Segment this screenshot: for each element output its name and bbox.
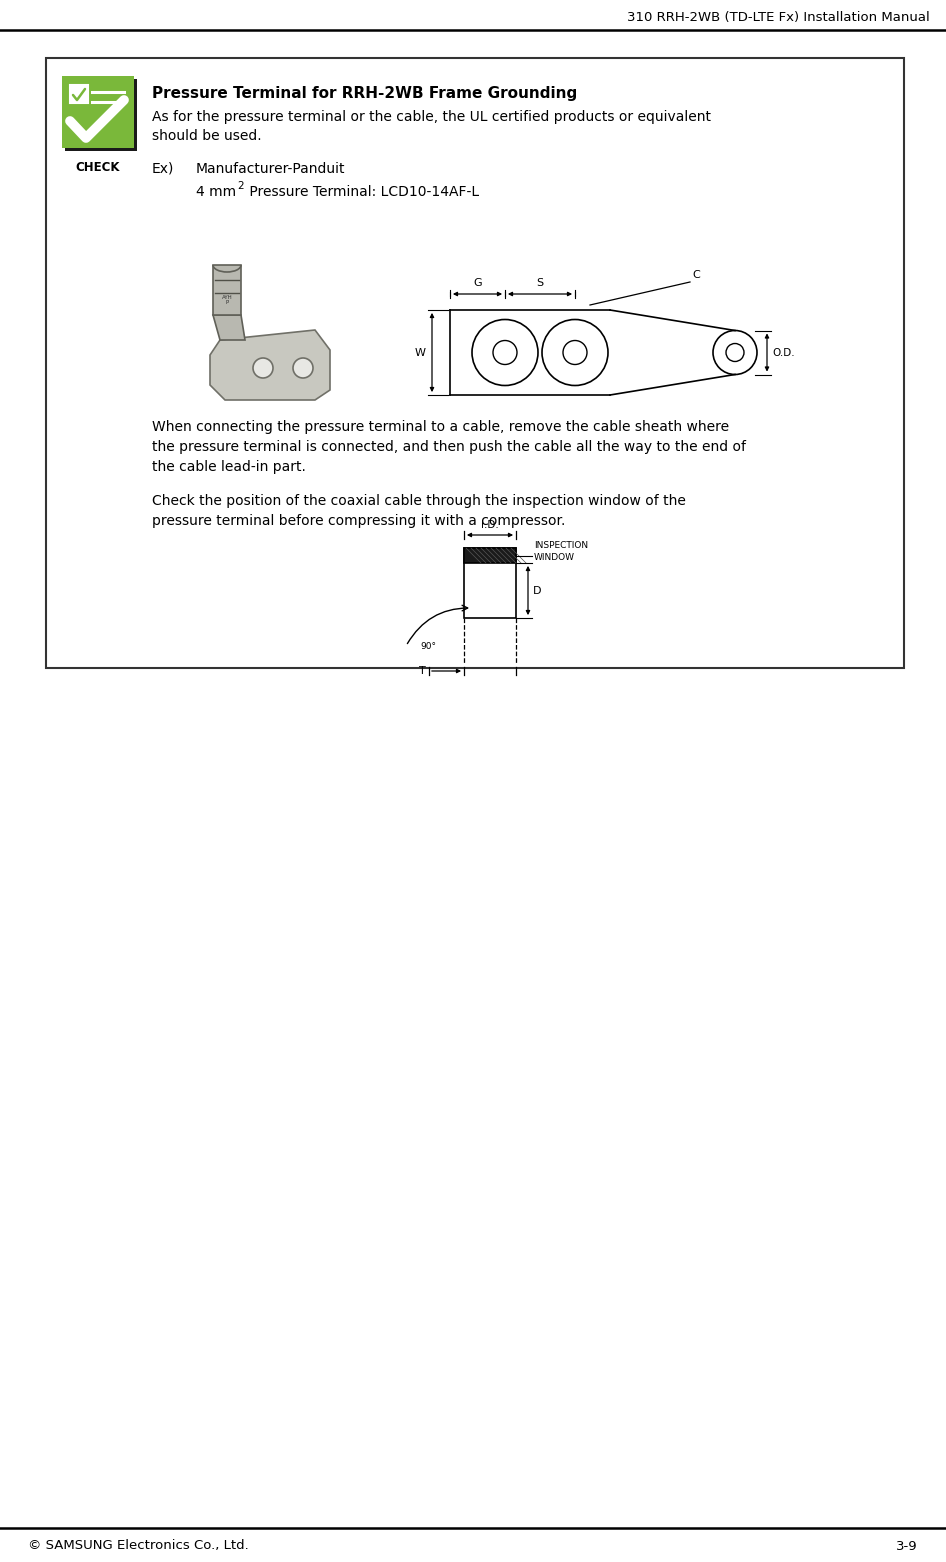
Text: the pressure terminal is connected, and then push the cable all the way to the e: the pressure terminal is connected, and … xyxy=(152,440,746,455)
Text: 3-9: 3-9 xyxy=(897,1540,918,1553)
Text: G: G xyxy=(473,278,482,287)
Text: W: W xyxy=(415,347,426,358)
Text: 310 RRH-2WB (TD-LTE Fx) Installation Manual: 310 RRH-2WB (TD-LTE Fx) Installation Man… xyxy=(627,11,930,23)
Bar xyxy=(46,58,904,669)
Text: INSPECTION
WINDOW: INSPECTION WINDOW xyxy=(534,542,588,562)
Polygon shape xyxy=(213,316,245,341)
Circle shape xyxy=(713,331,757,375)
Circle shape xyxy=(293,358,313,378)
Bar xyxy=(65,80,137,152)
Text: Check the position of the coaxial cable through the inspection window of the: Check the position of the coaxial cable … xyxy=(152,494,686,508)
Text: I.D.: I.D. xyxy=(482,520,499,530)
Circle shape xyxy=(472,320,538,386)
Text: © SAMSUNG Electronics Co., Ltd.: © SAMSUNG Electronics Co., Ltd. xyxy=(28,1540,249,1553)
Text: pressure terminal before compressing it with a compressor.: pressure terminal before compressing it … xyxy=(152,514,566,528)
Bar xyxy=(464,548,516,619)
Text: Ex): Ex) xyxy=(152,162,174,177)
Bar xyxy=(464,548,516,562)
Text: Pressure Terminal: LCD10-14AF-L: Pressure Terminal: LCD10-14AF-L xyxy=(245,184,479,198)
Text: 90°: 90° xyxy=(420,642,436,651)
Text: C: C xyxy=(692,270,700,280)
Text: D: D xyxy=(533,586,541,595)
Text: the cable lead-in part.: the cable lead-in part. xyxy=(152,459,306,473)
Bar xyxy=(213,266,241,316)
Text: When connecting the pressure terminal to a cable, remove the cable sheath where: When connecting the pressure terminal to… xyxy=(152,420,729,434)
Text: 4 mm: 4 mm xyxy=(196,184,236,198)
Text: AYH
P: AYH P xyxy=(221,295,233,306)
Polygon shape xyxy=(210,330,330,400)
Text: CHECK: CHECK xyxy=(76,161,120,173)
Circle shape xyxy=(253,358,273,378)
Bar xyxy=(62,77,134,148)
Text: Manufacturer-Panduit: Manufacturer-Panduit xyxy=(196,162,345,177)
Circle shape xyxy=(542,320,608,386)
Bar xyxy=(70,84,88,103)
Text: As for the pressure terminal or the cable, the UL certified products or equivale: As for the pressure terminal or the cabl… xyxy=(152,109,711,123)
Text: should be used.: should be used. xyxy=(152,130,262,144)
Circle shape xyxy=(563,341,587,364)
Text: T: T xyxy=(419,665,426,676)
Circle shape xyxy=(726,344,744,361)
Text: 2: 2 xyxy=(237,181,244,191)
Text: S: S xyxy=(536,278,544,287)
Text: Pressure Terminal for RRH-2WB Frame Grounding: Pressure Terminal for RRH-2WB Frame Grou… xyxy=(152,86,577,102)
Circle shape xyxy=(493,341,517,364)
Text: O.D.: O.D. xyxy=(772,347,795,358)
